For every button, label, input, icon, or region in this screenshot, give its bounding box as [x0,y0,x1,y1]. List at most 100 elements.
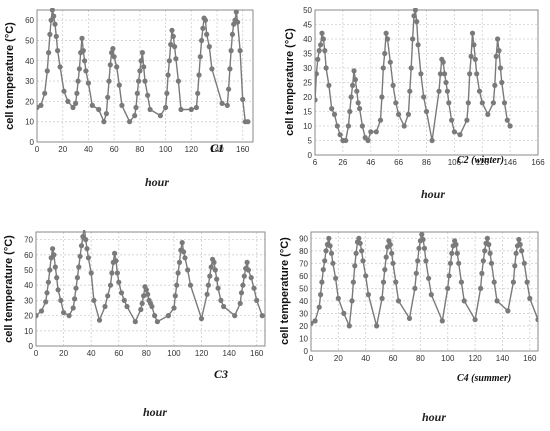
data-point [143,287,149,293]
data-point [77,253,83,259]
data-point [389,250,395,256]
data-point [368,129,374,135]
data-point [494,298,500,304]
data-point [166,58,172,64]
data-point [316,48,322,54]
data-point [348,94,354,100]
y-tick-label: 20 [303,93,312,102]
data-point [147,106,153,113]
data-point [58,297,64,303]
data-point [145,291,151,297]
x-tick-label: 160 [523,354,537,363]
data-point [202,17,208,23]
data-point [416,245,422,251]
data-point [152,313,158,319]
data-point [248,275,254,281]
data-point [379,295,385,301]
data-point [204,291,210,297]
data-point [174,282,180,288]
data-point [395,298,402,304]
data-point [207,273,213,279]
data-point [157,113,163,119]
data-point [449,250,455,256]
data-point [469,30,476,36]
data-point [352,263,358,269]
y-tick-label: 10 [25,118,34,127]
plot-frame [36,9,254,143]
data-point [48,17,54,23]
data-point [205,282,211,288]
data-point [365,292,371,298]
data-point [138,306,144,313]
data-point [232,313,238,319]
data-point [428,292,434,298]
data-point [244,259,250,265]
data-point [132,319,138,325]
data-point [118,290,125,296]
data-point [83,237,89,243]
data-point [139,50,145,56]
y-tick-label: 60 [24,251,33,260]
data-point [173,56,179,62]
data-point [408,65,414,71]
data-point [327,243,333,249]
data-point [240,282,246,288]
x-tick-label: 80 [416,354,425,363]
data-point [429,137,435,144]
data-point [437,71,443,77]
data-point [200,25,206,31]
data-point [70,104,76,111]
data-point [479,270,485,276]
data-point [105,94,111,100]
y-tick-label: 45 [303,21,312,30]
x-tick-label: 6 [313,158,318,167]
data-point [464,117,470,123]
data-point [55,287,61,293]
data-point [504,117,510,123]
data-point [517,241,523,248]
x-tick-label: 100 [159,145,173,154]
x-tick-label: 120 [195,349,209,358]
x-tick-label: 126 [476,158,490,167]
data-point [390,82,396,88]
x-axis-label: hour [421,187,445,201]
data-point [51,13,57,19]
data-point [387,59,393,65]
data-point [488,260,495,266]
data-point [219,100,225,106]
data-point [471,42,477,48]
y-tick-label: 40 [25,57,34,66]
data-point [44,68,50,74]
data-point [331,111,338,117]
data-point [410,36,416,42]
series-line [315,9,511,142]
chart-panel-3: 0 10 20 30 40 50 60 70 0 20 40 60 80 100 120 140 160 cell… [3,230,266,419]
data-point [197,54,203,60]
data-point [527,295,533,301]
data-point [142,78,148,84]
data-point [457,132,463,138]
data-point [47,267,53,273]
data-point [353,250,359,256]
y-tick-label: 20 [299,322,308,331]
data-point [315,56,321,62]
data-point [359,248,365,254]
x-tick-label: 80 [135,145,144,154]
data-point [73,285,79,291]
data-point [168,41,174,48]
data-point [176,259,183,265]
data-point [224,102,230,108]
y-tick-label: 50 [24,266,33,275]
data-point [380,65,386,71]
data-point [38,102,44,108]
data-point [350,82,356,88]
data-point [334,123,340,129]
data-point [357,106,363,112]
x-tick-label: 166 [531,158,545,167]
data-point [374,323,380,329]
data-point [383,254,389,260]
data-point [382,267,388,273]
data-point [482,248,488,254]
y-tick-label: 0 [30,138,35,147]
data-point [237,300,243,306]
